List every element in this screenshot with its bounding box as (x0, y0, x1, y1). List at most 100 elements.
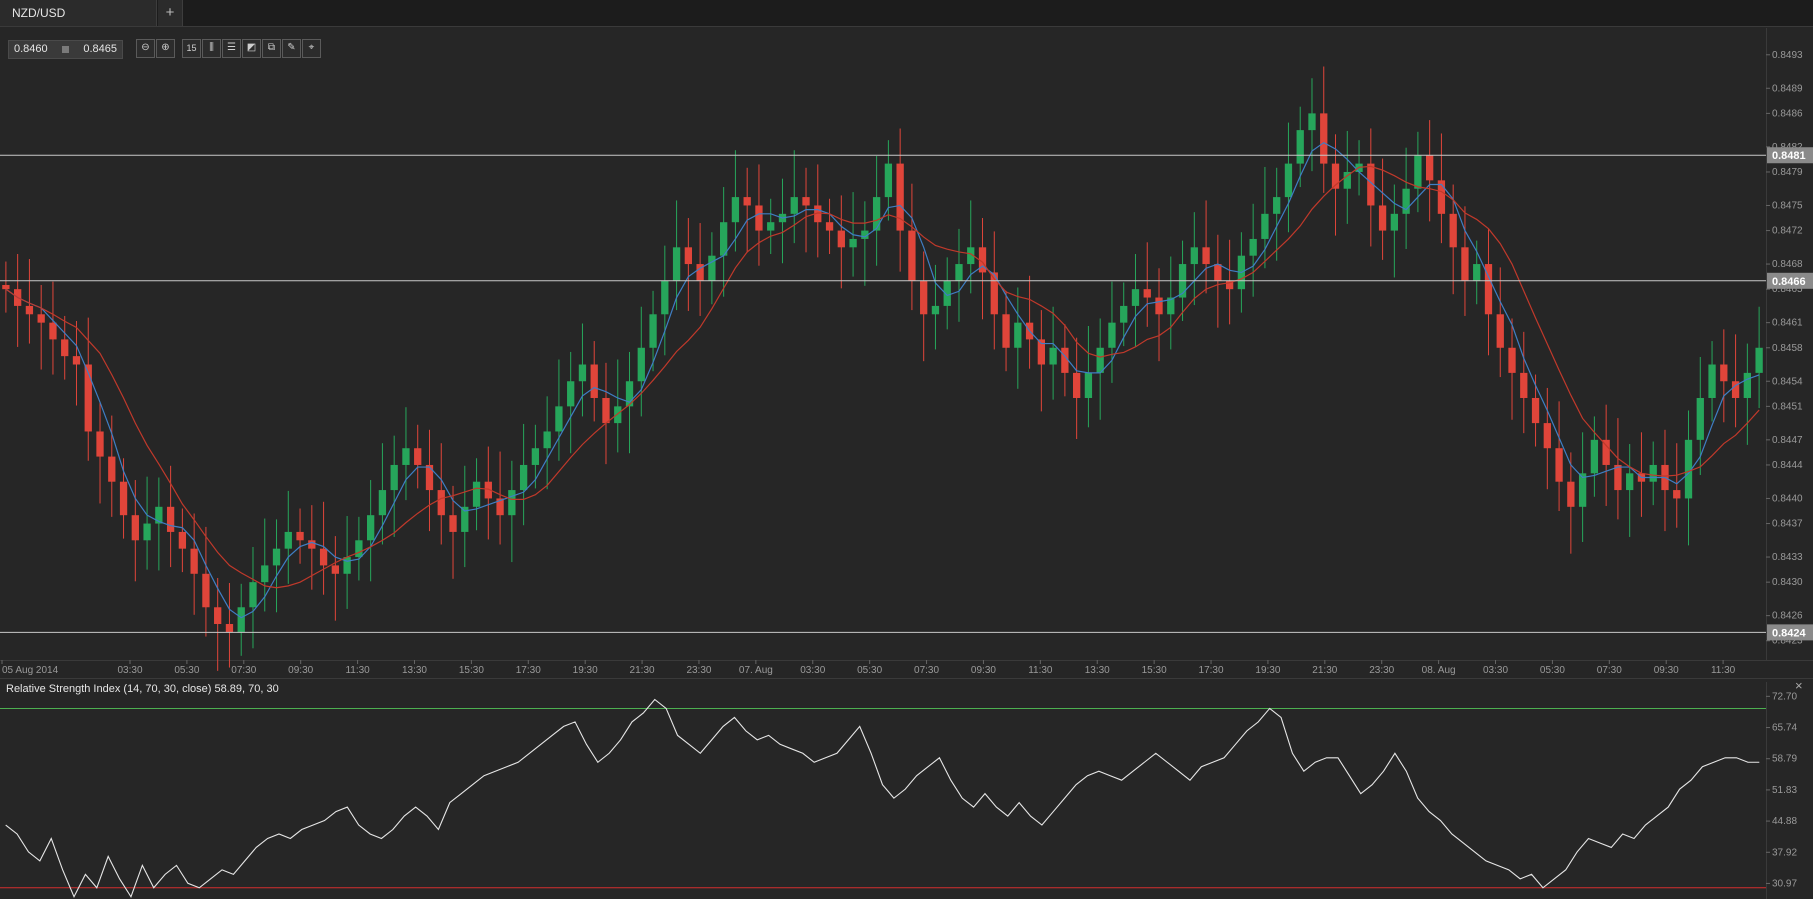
time-tick-label: 07:30 (914, 665, 939, 676)
candle-body (1390, 213, 1398, 231)
time-tick-label: 17:30 (516, 665, 541, 676)
rsi-tick-label: 44.88 (1772, 816, 1797, 827)
candle-body (978, 247, 987, 273)
candle-body (1673, 490, 1681, 499)
time-tick-label: 11:30 (1028, 665, 1053, 676)
candle-body (567, 381, 575, 407)
candle-body (1531, 397, 1540, 424)
candle-body (1225, 280, 1234, 290)
candle-body (1061, 347, 1069, 373)
tab-nzdusd[interactable]: NZD/USD (0, 0, 157, 26)
rsi-tick-label: 30.97 (1772, 878, 1797, 889)
candle-body (1167, 297, 1175, 315)
rsi-tick-label: 51.83 (1772, 785, 1797, 796)
candle-body (872, 197, 881, 231)
candle-body (202, 573, 210, 608)
candle-body (496, 498, 504, 516)
candles-button[interactable]: ⫼ (202, 39, 221, 58)
candle-body (1755, 347, 1763, 373)
candle-body (331, 565, 339, 574)
time-tick-label: 09:30 (1654, 665, 1679, 676)
candle-body (837, 230, 845, 248)
rsi-tick-label: 58.79 (1772, 754, 1797, 765)
candle-body (2, 284, 10, 290)
level-price-label: 0.8481 (1772, 150, 1806, 162)
price-tick-label: 0.8437 (1772, 519, 1803, 530)
candle-body (614, 406, 622, 424)
chart-type-button[interactable]: ◩ (242, 39, 261, 58)
quote-box: 0.8460 0.8465 (8, 40, 123, 59)
candle-body (920, 280, 928, 315)
add-tab-button[interactable]: + (158, 0, 183, 26)
candle-body (672, 247, 681, 281)
candle-body (1331, 163, 1340, 189)
candle-body (190, 548, 198, 574)
candle-body (955, 264, 963, 281)
candle-body (543, 431, 551, 449)
candle-body (1684, 439, 1693, 499)
candle-body (696, 264, 704, 281)
candle-body (1355, 163, 1363, 172)
candle-body (825, 222, 834, 231)
tools-button[interactable]: ⌖ (302, 39, 321, 58)
candle-body (367, 515, 375, 541)
candle-body (1637, 473, 1646, 482)
timeframe-icon: 15 (186, 43, 197, 53)
price-tick-label: 0.8444 (1772, 460, 1803, 471)
candle-body (1261, 213, 1269, 239)
candle-body (1284, 163, 1293, 198)
candle-body (14, 289, 22, 306)
candle-body (1626, 473, 1634, 491)
candle-body (1496, 314, 1504, 348)
rsi-axis-divider (1766, 682, 1767, 899)
draw-icon: ✎ (287, 42, 296, 53)
candle-body (484, 481, 492, 499)
time-tick-label: 03:30 (117, 665, 142, 676)
candle-body (1555, 448, 1563, 482)
time-tick-label: 05 Aug 2014 (2, 665, 59, 676)
zoom-out-icon: ⊖ (141, 42, 150, 53)
candle-body (155, 506, 163, 524)
candle-body (684, 247, 692, 265)
link-button[interactable]: ⧉ (262, 39, 281, 58)
candle-body (1578, 473, 1587, 507)
zoom-in-button[interactable]: ⊕ (156, 39, 175, 58)
price-tick-label: 0.8430 (1772, 577, 1803, 588)
candle-body (108, 456, 116, 482)
candle-body (1178, 264, 1187, 298)
candle-body (166, 506, 175, 532)
candle-body (555, 406, 563, 432)
draw-button[interactable]: ✎ (282, 39, 301, 58)
candle-body (378, 490, 387, 516)
candle-body (1296, 130, 1304, 164)
level-price-badge (1767, 147, 1813, 164)
candle-body (1696, 397, 1704, 440)
price-tick-label: 0.8486 (1772, 108, 1803, 119)
candle-body (1743, 372, 1751, 398)
candle-body (767, 222, 775, 231)
price-tick-label: 0.8426 (1772, 611, 1803, 622)
candle-body (96, 431, 104, 457)
candle-body (25, 305, 34, 315)
price-axis-divider (1766, 28, 1767, 660)
candle-body (967, 247, 975, 265)
zoom-out-button[interactable]: ⊖ (136, 39, 155, 58)
candle-body (708, 255, 716, 281)
time-tick-label: 08. Aug (1422, 665, 1456, 676)
price-tick-label: 0.8461 (1772, 318, 1803, 329)
time-tick-label: 07:30 (1597, 665, 1622, 676)
rsi-tick-label: 65.74 (1772, 723, 1797, 734)
candle-body (1602, 439, 1610, 465)
candle-body (84, 364, 92, 432)
candle-body (343, 557, 351, 574)
indicators-button[interactable]: ☰ (222, 39, 241, 58)
level-price-badge (1767, 624, 1813, 641)
indicators-icon: ☰ (227, 42, 236, 53)
price-tick-label: 0.8451 (1772, 401, 1803, 412)
candle-body (449, 515, 457, 532)
candle-body (943, 280, 951, 306)
price-tick-label: 0.8433 (1772, 552, 1803, 563)
price-tick-label: 0.8475 (1772, 200, 1803, 211)
timeframe-button[interactable]: 15 (182, 39, 201, 58)
